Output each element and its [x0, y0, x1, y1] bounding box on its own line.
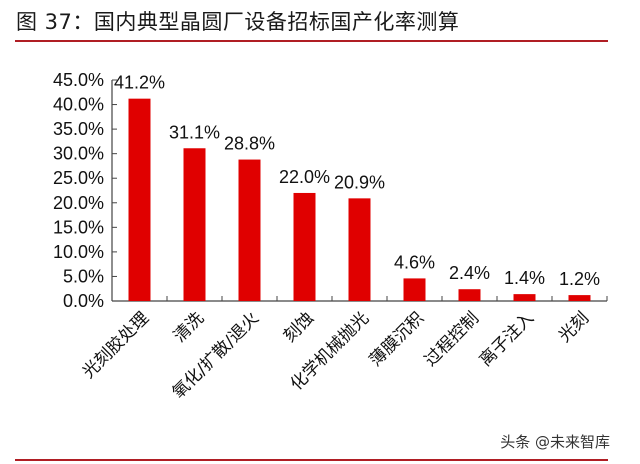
category-label: 光刻胶处理: [79, 308, 153, 382]
figure-title: 图 37：国内典型晶圆厂设备招标国产化率测算: [16, 10, 460, 34]
y-axis: 0.0% 5.0% 10.0% 15.0% 20.0% 25.0% 30.0% 35.0% 40…: [53, 70, 117, 311]
data-label: 1.2%: [559, 269, 600, 289]
y-tick-label: 30.0%: [53, 144, 104, 164]
category-label: 刻蚀: [280, 308, 318, 346]
bar: [183, 148, 206, 301]
bar: [568, 295, 591, 301]
y-tick-label: 20.0%: [53, 193, 104, 213]
y-tick-label: 45.0%: [53, 70, 104, 90]
bar: [348, 198, 371, 301]
y-tick-label: 10.0%: [53, 242, 104, 262]
data-label: 41.2%: [114, 73, 165, 93]
top-divider: [15, 40, 608, 42]
category-label: 清洗: [170, 308, 208, 346]
bar: [513, 294, 536, 301]
y-tick-label: 40.0%: [53, 95, 104, 115]
y-tick-label: 25.0%: [53, 168, 104, 188]
y-tick-label: 5.0%: [63, 266, 104, 286]
data-label: 22.0%: [279, 167, 330, 187]
category-label: 离子注入: [476, 308, 538, 370]
watermark: 头条 @未来智库: [500, 433, 610, 451]
y-tick-label: 15.0%: [53, 217, 104, 237]
bar: [293, 192, 316, 301]
y-tick-label: 0.0%: [63, 291, 104, 311]
bar: [458, 289, 481, 301]
data-label: 4.6%: [394, 252, 435, 272]
bottom-divider: [15, 459, 608, 461]
bar: [403, 278, 426, 301]
data-label: 28.8%: [224, 134, 275, 154]
data-label: 31.1%: [169, 122, 220, 142]
data-labels: 41.2% 31.1%28.8%22.0% 20.9% 4.6% 2.4% 1.4% 1.2…: [114, 73, 600, 289]
bar: [128, 98, 151, 301]
category-label: 光刻: [555, 308, 593, 346]
bar-series: [128, 98, 591, 301]
category-label: 过程控制: [421, 308, 483, 370]
category-label: 薄膜沉积: [366, 308, 428, 370]
data-label: 2.4%: [449, 263, 490, 283]
data-label: 1.4%: [504, 268, 545, 288]
y-tick-label: 35.0%: [53, 119, 104, 139]
data-label: 20.9%: [334, 172, 385, 192]
bar: [238, 159, 261, 301]
